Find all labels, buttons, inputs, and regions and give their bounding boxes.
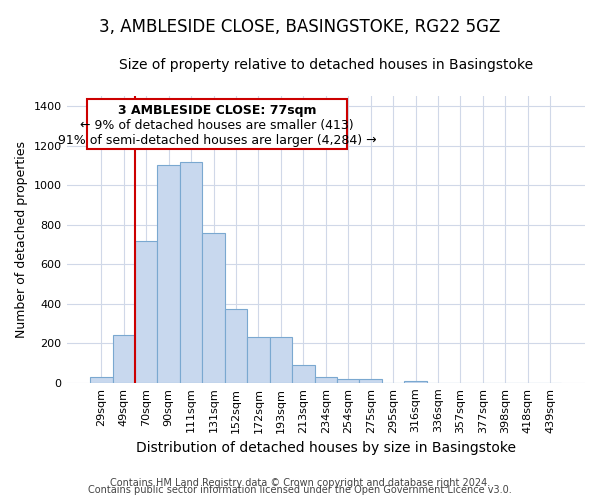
Bar [359,379,382,383]
Bar [247,338,269,383]
FancyBboxPatch shape [87,99,347,150]
Bar [90,377,113,383]
Title: Size of property relative to detached houses in Basingstoke: Size of property relative to detached ho… [119,58,533,71]
Bar [202,232,225,383]
Text: 3, AMBLESIDE CLOSE, BASINGSTOKE, RG22 5GZ: 3, AMBLESIDE CLOSE, BASINGSTOKE, RG22 5G… [100,18,500,36]
Text: Contains HM Land Registry data © Crown copyright and database right 2024.: Contains HM Land Registry data © Crown c… [110,478,490,488]
Text: Contains public sector information licensed under the Open Government Licence v3: Contains public sector information licen… [88,485,512,495]
Bar [292,366,314,383]
Bar [135,240,157,383]
Bar [314,377,337,383]
Text: 91% of semi-detached houses are larger (4,284) →: 91% of semi-detached houses are larger (… [58,134,376,147]
Bar [225,308,247,383]
Bar [113,336,135,383]
Bar [404,381,427,383]
Text: ← 9% of detached houses are smaller (413): ← 9% of detached houses are smaller (413… [80,119,354,132]
Bar [269,338,292,383]
Bar [157,166,180,383]
Bar [180,162,202,383]
Bar [337,379,359,383]
Text: 3 AMBLESIDE CLOSE: 77sqm: 3 AMBLESIDE CLOSE: 77sqm [118,104,316,117]
X-axis label: Distribution of detached houses by size in Basingstoke: Distribution of detached houses by size … [136,441,516,455]
Y-axis label: Number of detached properties: Number of detached properties [15,141,28,338]
